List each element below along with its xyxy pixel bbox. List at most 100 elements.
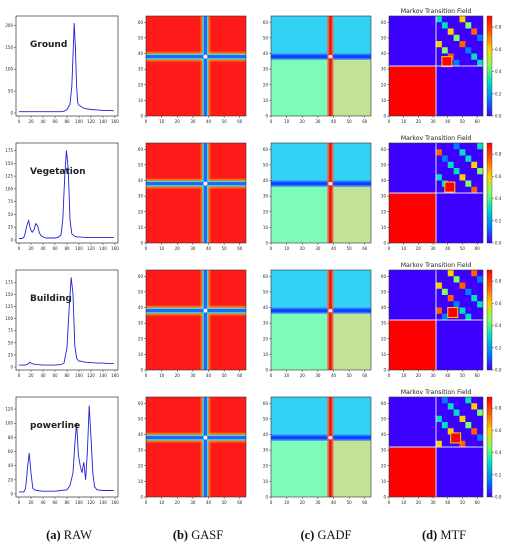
mtf-cell bbox=[453, 301, 460, 308]
mtf-colorbar bbox=[486, 396, 493, 498]
mtf-block-lowerleft bbox=[389, 320, 436, 370]
gadf-xtick-label: 50 bbox=[347, 246, 353, 251]
caption-gadf: (c) GADF bbox=[300, 528, 352, 542]
mtf-frame bbox=[388, 269, 484, 371]
gadf-xtick-label: 20 bbox=[300, 119, 306, 124]
gasf-xtick-label: 0 bbox=[145, 373, 148, 378]
gasf-ytick-label: 20 bbox=[138, 336, 144, 341]
gasf-ytick-label: 50 bbox=[138, 162, 144, 167]
gasf-frame bbox=[145, 396, 247, 498]
gadf-lower-right-tint bbox=[333, 437, 371, 497]
mtf-cell bbox=[477, 409, 483, 416]
raw-ytick-label: 20 bbox=[8, 477, 14, 482]
gasf-xtick-label: 50 bbox=[222, 119, 228, 124]
caption-raw: (a) RAW bbox=[46, 528, 92, 542]
gasf-xtick-label: 40 bbox=[206, 500, 212, 505]
mtf-ytick-label: 60 bbox=[381, 274, 387, 279]
mtf-ytick-label: 30 bbox=[381, 194, 387, 199]
gadf-xtick-label: 40 bbox=[331, 373, 337, 378]
gasf-ytick-label: 50 bbox=[138, 289, 144, 294]
gasf-xtick-label: 60 bbox=[237, 500, 243, 505]
gasf-ytick-label: 40 bbox=[138, 432, 144, 437]
mtf-cell bbox=[441, 22, 448, 29]
mtf-colorbar-tick-label: 0.6 bbox=[495, 47, 502, 52]
mtf-cell bbox=[436, 41, 442, 48]
gadf-band-horizontal bbox=[271, 309, 371, 313]
mtf-xtick-label: 0 bbox=[388, 500, 391, 505]
raw-xtick-label: 100 bbox=[75, 500, 83, 505]
gasf-band-vertical bbox=[203, 397, 207, 497]
raw-ytick-label: 100 bbox=[5, 67, 13, 72]
mtf-xtick-label: 40 bbox=[445, 500, 451, 505]
gasf-ytick-label: 60 bbox=[138, 274, 144, 279]
raw-xtick-label: 0 bbox=[18, 246, 21, 251]
gasf-ytick-label: 20 bbox=[138, 82, 144, 87]
mtf-ytick-label: 60 bbox=[381, 20, 387, 25]
raw-xtick-label: 140 bbox=[99, 246, 107, 251]
mtf-xtick-label: 10 bbox=[401, 373, 407, 378]
raw-plot-frame bbox=[15, 15, 119, 117]
mtf-block-lowerleft bbox=[389, 193, 436, 243]
gadf-xtick-label: 20 bbox=[300, 246, 306, 251]
mtf-cell bbox=[441, 397, 448, 404]
raw-ytick-label: 150 bbox=[5, 292, 13, 297]
raw-xtick-label: 160 bbox=[111, 373, 119, 378]
mtf-ytick-label: 60 bbox=[381, 147, 387, 152]
gadf-xtick-label: 60 bbox=[362, 373, 368, 378]
gadf-stripe-vertical bbox=[328, 16, 332, 116]
gasf-xtick-label: 0 bbox=[145, 500, 148, 505]
mtf-xtick-label: 60 bbox=[475, 500, 481, 505]
gasf-xtick-label: 10 bbox=[159, 373, 165, 378]
raw-xtick-label: 60 bbox=[52, 373, 58, 378]
gadf-ytick-label: 10 bbox=[263, 479, 269, 484]
gadf-ytick-label: 60 bbox=[263, 147, 269, 152]
gasf-ytick-label: 60 bbox=[138, 147, 144, 152]
raw-plot-frame bbox=[15, 396, 119, 498]
gadf-frame bbox=[270, 142, 372, 244]
gasf-ytick-label: 60 bbox=[138, 401, 144, 406]
mtf-colorbar-tick-label: 0.0 bbox=[495, 241, 502, 246]
gadf-ytick-label: 0 bbox=[265, 114, 268, 119]
mtf-ytick-label: 40 bbox=[381, 432, 387, 437]
gadf-ytick-label: 10 bbox=[263, 225, 269, 230]
raw-panel-label: Ground bbox=[30, 40, 67, 50]
gadf-xtick-label: 40 bbox=[331, 119, 337, 124]
gasf-xtick-label: 40 bbox=[206, 246, 212, 251]
mtf-cell bbox=[465, 180, 472, 187]
mtf-cell bbox=[477, 59, 483, 66]
gasf-band-horizontal bbox=[146, 55, 246, 59]
mtf-xtick-label: 60 bbox=[475, 373, 481, 378]
mtf-colorbar bbox=[486, 15, 493, 117]
mtf-xtick-label: 40 bbox=[445, 246, 451, 251]
mtf-cell bbox=[436, 282, 442, 289]
mtf-cell bbox=[459, 149, 466, 156]
gadf-xtick-label: 50 bbox=[347, 500, 353, 505]
gadf-xtick-label: 0 bbox=[270, 246, 273, 251]
gadf-xtick-label: 40 bbox=[331, 246, 337, 251]
mtf-cell bbox=[477, 34, 483, 41]
raw-series-line bbox=[19, 405, 114, 493]
gadf-lower-right-tint bbox=[333, 56, 371, 116]
gadf-upper-region bbox=[271, 16, 371, 57]
mtf-xtick-label: 0 bbox=[388, 246, 391, 251]
gasf-xtick-label: 40 bbox=[206, 119, 212, 124]
raw-ytick-label: 40 bbox=[8, 463, 14, 468]
mtf-ytick-label: 30 bbox=[381, 67, 387, 72]
mtf-ytick-label: 10 bbox=[381, 479, 387, 484]
gadf-ytick-label: 20 bbox=[263, 82, 269, 87]
mtf-colorbar-tick-label: 0.4 bbox=[495, 450, 502, 455]
raw-ytick-label: 100 bbox=[5, 421, 13, 426]
mtf-cell bbox=[471, 403, 478, 410]
mtf-ytick-label: 20 bbox=[381, 463, 387, 468]
mtf-cell bbox=[465, 155, 472, 162]
gasf-xtick-label: 10 bbox=[159, 119, 165, 124]
gadf-ytick-label: 30 bbox=[263, 321, 269, 326]
raw-xtick-label: 100 bbox=[75, 119, 83, 124]
gadf-ytick-label: 20 bbox=[263, 209, 269, 214]
mtf-cell bbox=[436, 149, 442, 156]
gasf-ytick-label: 0 bbox=[140, 241, 143, 246]
gadf-xtick-label: 50 bbox=[347, 119, 353, 124]
mtf-title-ground: Markov Transition Field bbox=[401, 8, 472, 15]
gadf-ytick-label: 20 bbox=[263, 463, 269, 468]
